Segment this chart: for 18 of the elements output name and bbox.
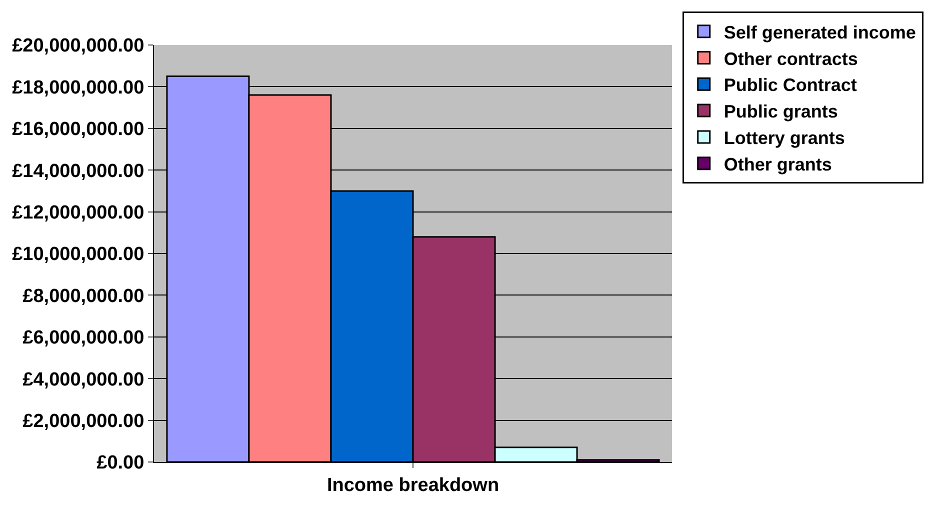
y-tick-label: £10,000,000.00: [12, 244, 144, 266]
legend-label: Public grants: [724, 102, 838, 122]
y-tick-label: £20,000,000.00: [12, 36, 144, 57]
y-tick-label: £16,000,000.00: [12, 119, 144, 140]
y-tick-label: £8,000,000.00: [22, 286, 144, 307]
legend-label: Lottery grants: [724, 128, 845, 148]
y-tick-label: £12,000,000.00: [12, 202, 144, 224]
y-tick-label: £18,000,000.00: [12, 77, 144, 98]
y-tick-label: £4,000,000.00: [22, 369, 144, 390]
y-tick-label: £0.00: [96, 452, 144, 474]
legend-label: Other contracts: [724, 48, 858, 69]
legend-label: Self generated income: [724, 22, 916, 42]
y-tick-label: £14,000,000.00: [12, 160, 144, 182]
legend-label: Other grants: [724, 154, 832, 174]
legend-label: Public Contract: [724, 75, 857, 96]
y-tick-label: £2,000,000.00: [22, 410, 144, 432]
y-tick-label: £6,000,000.00: [22, 328, 144, 349]
x-tick-label: Income breakdown: [326, 474, 500, 496]
